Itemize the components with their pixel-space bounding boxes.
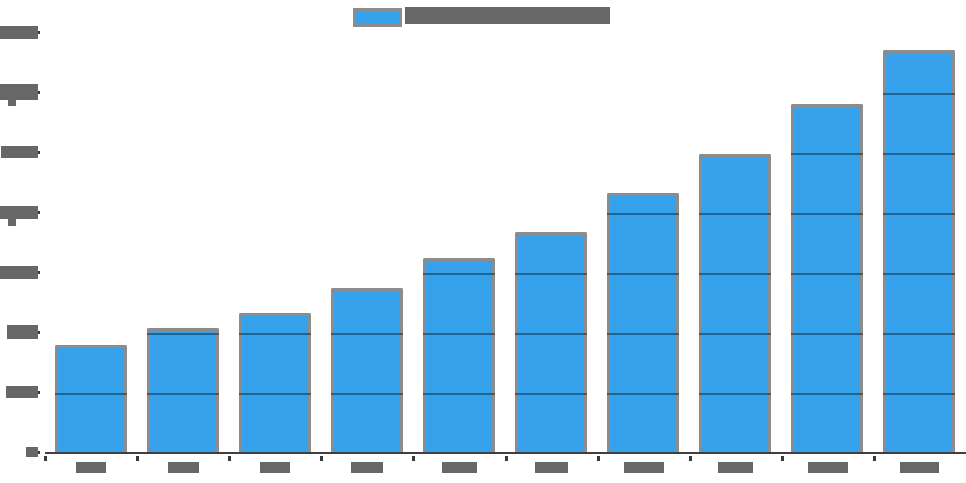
x-axis-label-redacted [718, 462, 753, 473]
gridline-over-bar [423, 273, 495, 275]
bar [147, 328, 219, 454]
gridline-over-bar [239, 333, 311, 335]
bar [515, 232, 587, 454]
gridline-over-bar [55, 393, 127, 395]
gridline-over-bar [791, 153, 863, 155]
x-axis-label-redacted [900, 462, 939, 473]
bar [883, 50, 955, 454]
bar [239, 313, 311, 454]
gridline-over-bar [699, 393, 771, 395]
x-axis-label-redacted [168, 462, 199, 473]
gridline-over-bar [791, 333, 863, 335]
gridline-over-bar [883, 93, 955, 95]
gridline-over-bar [791, 213, 863, 215]
x-axis-line [45, 452, 966, 454]
y-axis-label-redacted [26, 447, 38, 457]
gridline-over-bar [883, 393, 955, 395]
y-axis-label-redacted [0, 206, 38, 219]
x-axis-label-redacted [808, 462, 848, 473]
bar [791, 104, 863, 454]
gridline-over-bar [515, 333, 587, 335]
y-axis-label-redacted [0, 26, 38, 39]
gridline-over-bar [699, 333, 771, 335]
x-axis-tick [228, 456, 231, 461]
bar [331, 288, 403, 454]
gridline-over-bar [883, 153, 955, 155]
legend-swatch-icon [353, 8, 402, 27]
gridline-over-bar [147, 393, 219, 395]
y-axis-label-descender-redacted [8, 98, 16, 106]
x-axis-tick [320, 456, 323, 461]
y-axis-label-redacted [0, 266, 38, 279]
gridline-over-bar [607, 333, 679, 335]
y-axis-label-redacted [1, 146, 38, 158]
gridline-over-bar [239, 393, 311, 395]
y-axis-label-redacted [0, 84, 38, 100]
legend-label-redacted [405, 7, 610, 24]
y-axis-label-descender-redacted [8, 218, 16, 226]
x-axis-tick [873, 456, 876, 461]
x-axis-tick [689, 456, 692, 461]
gridline-over-bar [423, 333, 495, 335]
gridline-over-bar [607, 213, 679, 215]
bar [699, 154, 771, 454]
x-axis-label-redacted [535, 462, 568, 473]
gridline-over-bar [515, 393, 587, 395]
y-axis-label-redacted [7, 325, 38, 339]
x-axis-label-redacted [442, 462, 477, 473]
x-axis-tick [505, 456, 508, 461]
x-axis-label-redacted [260, 462, 290, 473]
x-axis-tick [44, 456, 47, 461]
gridline-over-bar [699, 213, 771, 215]
gridline-over-bar [331, 393, 403, 395]
gridline-over-bar [515, 273, 587, 275]
x-axis-label-redacted [76, 462, 106, 473]
gridline-over-bar [883, 333, 955, 335]
gridline-over-bar [607, 393, 679, 395]
x-axis-label-redacted [624, 462, 664, 473]
gridline-over-bar [791, 393, 863, 395]
gridline-over-bar [147, 333, 219, 335]
x-axis-tick [136, 456, 139, 461]
gridline-over-bar [331, 333, 403, 335]
gridline-over-bar [607, 273, 679, 275]
gridline-over-bar [791, 273, 863, 275]
x-axis-tick [597, 456, 600, 461]
y-axis-label-redacted [6, 386, 38, 398]
bar [55, 345, 127, 454]
gridline-over-bar [883, 273, 955, 275]
bar [607, 193, 679, 454]
gridline-over-bar [699, 273, 771, 275]
gridline-over-bar [883, 213, 955, 215]
gridline-over-bar [423, 393, 495, 395]
x-axis-label-redacted [351, 462, 383, 473]
x-axis-tick [412, 456, 415, 461]
bar [423, 258, 495, 454]
x-axis-tick [781, 456, 784, 461]
